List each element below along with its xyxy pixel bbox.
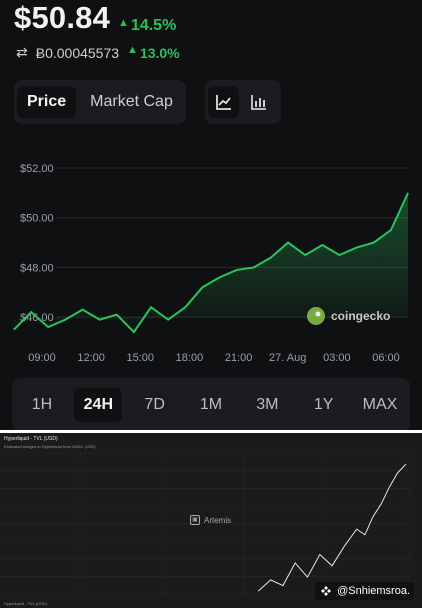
range-3m[interactable]: 3M — [256, 396, 279, 413]
price-change-value: 14.5% — [130, 16, 177, 34]
binance-logo-icon — [319, 584, 333, 598]
artemis-watermark: ▣ Artemis — [190, 515, 231, 525]
range-1y[interactable]: 1Y — [313, 396, 334, 413]
line-chart-button[interactable] — [208, 86, 239, 118]
swap-icon: ⇄ — [16, 44, 28, 60]
up-triangle-icon: ▲ — [127, 44, 138, 56]
source-overlay: @Snhiemsroa. — [315, 582, 414, 600]
chart-type-toggle — [205, 80, 281, 124]
x-tick-label: 15:00 — [127, 352, 155, 364]
up-triangle-icon: ▲ — [118, 17, 129, 29]
artemis-chart-panel: Hyperliquid - TVL (USD) Estimated bridge… — [0, 433, 422, 608]
section-divider — [0, 430, 422, 433]
tab-price[interactable]: Price — [17, 86, 77, 118]
btc-change-badge: ▲ 13.0% — [127, 45, 180, 61]
artemis-legend: Hyperliquid - TVL (USD) — [4, 601, 47, 606]
y-tick-label: $50.00 — [20, 213, 54, 225]
price-change-badge: ▲ 14.5% — [118, 17, 176, 35]
y-tick-label: $48.00 — [20, 262, 54, 274]
btc-price-row: ⇄ Ƀ0.00045573 ▲ 13.0% — [16, 44, 180, 61]
x-tick-label: 06:00 — [372, 352, 400, 364]
x-tick-label: 27. Aug — [269, 352, 306, 364]
coingecko-watermark-text: coingecko — [331, 309, 390, 323]
artemis-chart-subtitle: Estimated bridged to Hyperliquid from US… — [4, 444, 96, 449]
range-max-line-1: MA — [362, 396, 387, 413]
price-line — [13, 192, 409, 334]
artemis-watermark-text: Artemis — [204, 515, 232, 525]
btc-value: Ƀ0.00045573 — [35, 44, 120, 61]
bar-chart-icon — [250, 95, 266, 110]
y-tick-label: $52.00 — [20, 163, 54, 175]
x-tick-label: 18:00 — [176, 352, 204, 364]
range-24h[interactable]: 24H — [74, 388, 123, 422]
btc-change-value: 13.0% — [139, 44, 180, 61]
metric-toggle: Price Market Cap — [14, 80, 186, 124]
artemis-chart-title: Hyperliquid - TVL (USD) — [4, 436, 58, 442]
coingecko-price-chart: $52.00 $50.00 $48.00 $46.00 09:00 12:00 15:00 1… — [0, 150, 422, 370]
coingecko-panel: $50.84 ▲ 14.5% ⇄ Ƀ0.00045573 ▲ 13.0% Pri… — [0, 0, 422, 432]
price-area — [14, 192, 408, 333]
x-tick-label: 21:00 — [225, 352, 253, 364]
line-chart-icon — [215, 95, 231, 110]
time-range-selector: 1H 24H 7D 1M 3M 1Y MA X — [12, 378, 410, 432]
artemis-logo-icon: ▣ — [190, 515, 200, 525]
token-price: $50.84 — [14, 0, 111, 35]
range-1h[interactable]: 1H — [31, 396, 53, 413]
coingecko-logo-icon — [307, 307, 325, 325]
x-tick-label: 12:00 — [77, 352, 105, 364]
artemis-series-line — [257, 463, 407, 592]
source-overlay-text: @Snhiemsroa. — [337, 585, 410, 597]
x-tick-label: 03:00 — [323, 352, 351, 364]
range-max-line-2: X — [386, 396, 398, 413]
coingecko-watermark: coingecko — [307, 307, 390, 325]
price-row: $50.84 ▲ 14.5% — [14, 0, 176, 35]
bar-chart-button[interactable] — [243, 86, 274, 118]
range-1m[interactable]: 1M — [199, 396, 223, 413]
artemis-chart-svg — [0, 452, 410, 595]
range-max[interactable]: MA X — [356, 388, 404, 422]
range-7d[interactable]: 7D — [144, 396, 165, 413]
tab-market-cap[interactable]: Market Cap — [90, 93, 173, 110]
x-tick-label: 09:00 — [28, 352, 56, 364]
